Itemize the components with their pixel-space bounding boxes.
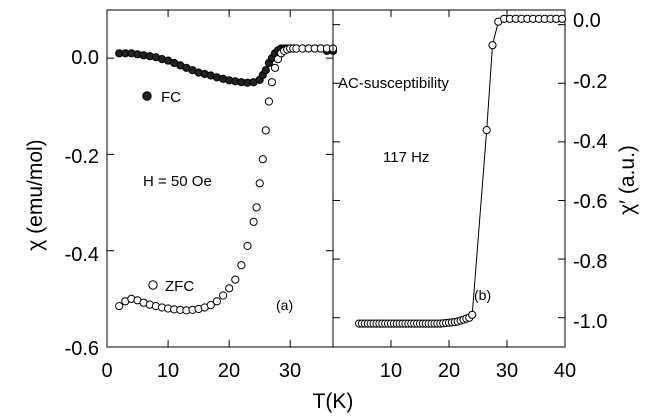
panel-b-y-axis-label: χ′ (a.u.) — [616, 145, 639, 215]
y-tick-label: -0.4 — [65, 244, 99, 266]
panel-a-y-axis-label: χ (emu/mol) — [24, 139, 47, 250]
y-tick-label: -0.2 — [65, 146, 99, 168]
x-tick-label: 0 — [101, 360, 112, 382]
panel-b-frame — [332, 9, 566, 348]
x-tick-label: 30 — [496, 360, 518, 382]
panel-b-marks — [355, 14, 567, 328]
fc-point — [261, 66, 270, 75]
zfc-point — [225, 284, 234, 293]
zfc-point — [468, 310, 477, 319]
y-tick-label: -0.6 — [573, 191, 607, 213]
zfc-point — [237, 261, 246, 270]
panel-b: 10 20 30 40 0.0 -0.2 -0.4 -0.6 -0.8 -1.0… — [332, 9, 639, 382]
zfc-point — [267, 78, 276, 87]
series-line — [359, 18, 563, 325]
zfc-point — [261, 126, 270, 135]
panel-b-ticks — [333, 10, 565, 347]
zfc-point — [264, 97, 273, 106]
zfc-point — [219, 291, 228, 300]
annotation-ac: AC-susceptibility — [338, 75, 449, 92]
panel-a-tick-labels: 0 10 20 30 0.0 -0.2 -0.4 -0.6 — [65, 47, 302, 382]
annotation-fc: FC — [161, 89, 181, 106]
y-tick-label: -0.8 — [573, 251, 607, 273]
zfc-point — [212, 297, 221, 306]
panel-b-tag: (b) — [474, 287, 491, 303]
y-tick-label: 0.0 — [573, 10, 601, 32]
x-tick-label: 20 — [438, 360, 460, 382]
panel-a-marks — [115, 44, 338, 315]
x-axis-label: T(K) — [313, 390, 354, 413]
annotation-frequency: 117 Hz — [383, 149, 429, 166]
y-tick-label: -0.4 — [573, 131, 607, 153]
zfc-point — [231, 275, 240, 284]
x-tick-label: 10 — [157, 360, 179, 382]
y-tick-label: 0.0 — [71, 47, 99, 69]
annotation-field: H = 50 Oe — [143, 173, 212, 190]
zfc-point — [249, 217, 258, 226]
panel-b-tick-labels: 10 20 30 40 0.0 -0.2 -0.4 -0.6 -0.8 -1.0 — [380, 10, 608, 382]
x-tick-label: 40 — [554, 360, 576, 382]
y-tick-label: -0.2 — [573, 71, 607, 93]
zfc-point — [558, 14, 567, 23]
panel-a-tag: (a) — [276, 297, 293, 313]
zfc-point — [270, 63, 280, 72]
x-tick-label: 10 — [380, 360, 402, 382]
zfc-point — [255, 179, 264, 188]
x-tick-label: 20 — [218, 360, 240, 382]
y-tick-label: -1.0 — [573, 311, 607, 333]
panel-a-ticks — [107, 10, 333, 347]
legend-fc-marker — [142, 91, 152, 101]
zfc-point — [252, 203, 261, 212]
legend-zfc-marker — [148, 280, 158, 290]
zfc-point — [115, 302, 124, 311]
annotation-zfc: ZFC — [165, 278, 194, 295]
zfc-point — [206, 301, 215, 310]
zfc-point — [243, 241, 252, 250]
zfc-point — [482, 126, 491, 135]
zfc-point — [258, 155, 267, 164]
x-tick-label: 30 — [279, 360, 301, 382]
y-tick-label: -0.6 — [65, 338, 99, 360]
zfc-point — [488, 41, 497, 50]
panel-a: 0 10 20 30 0.0 -0.2 -0.4 -0.6 χ (emu/mol… — [24, 9, 338, 382]
